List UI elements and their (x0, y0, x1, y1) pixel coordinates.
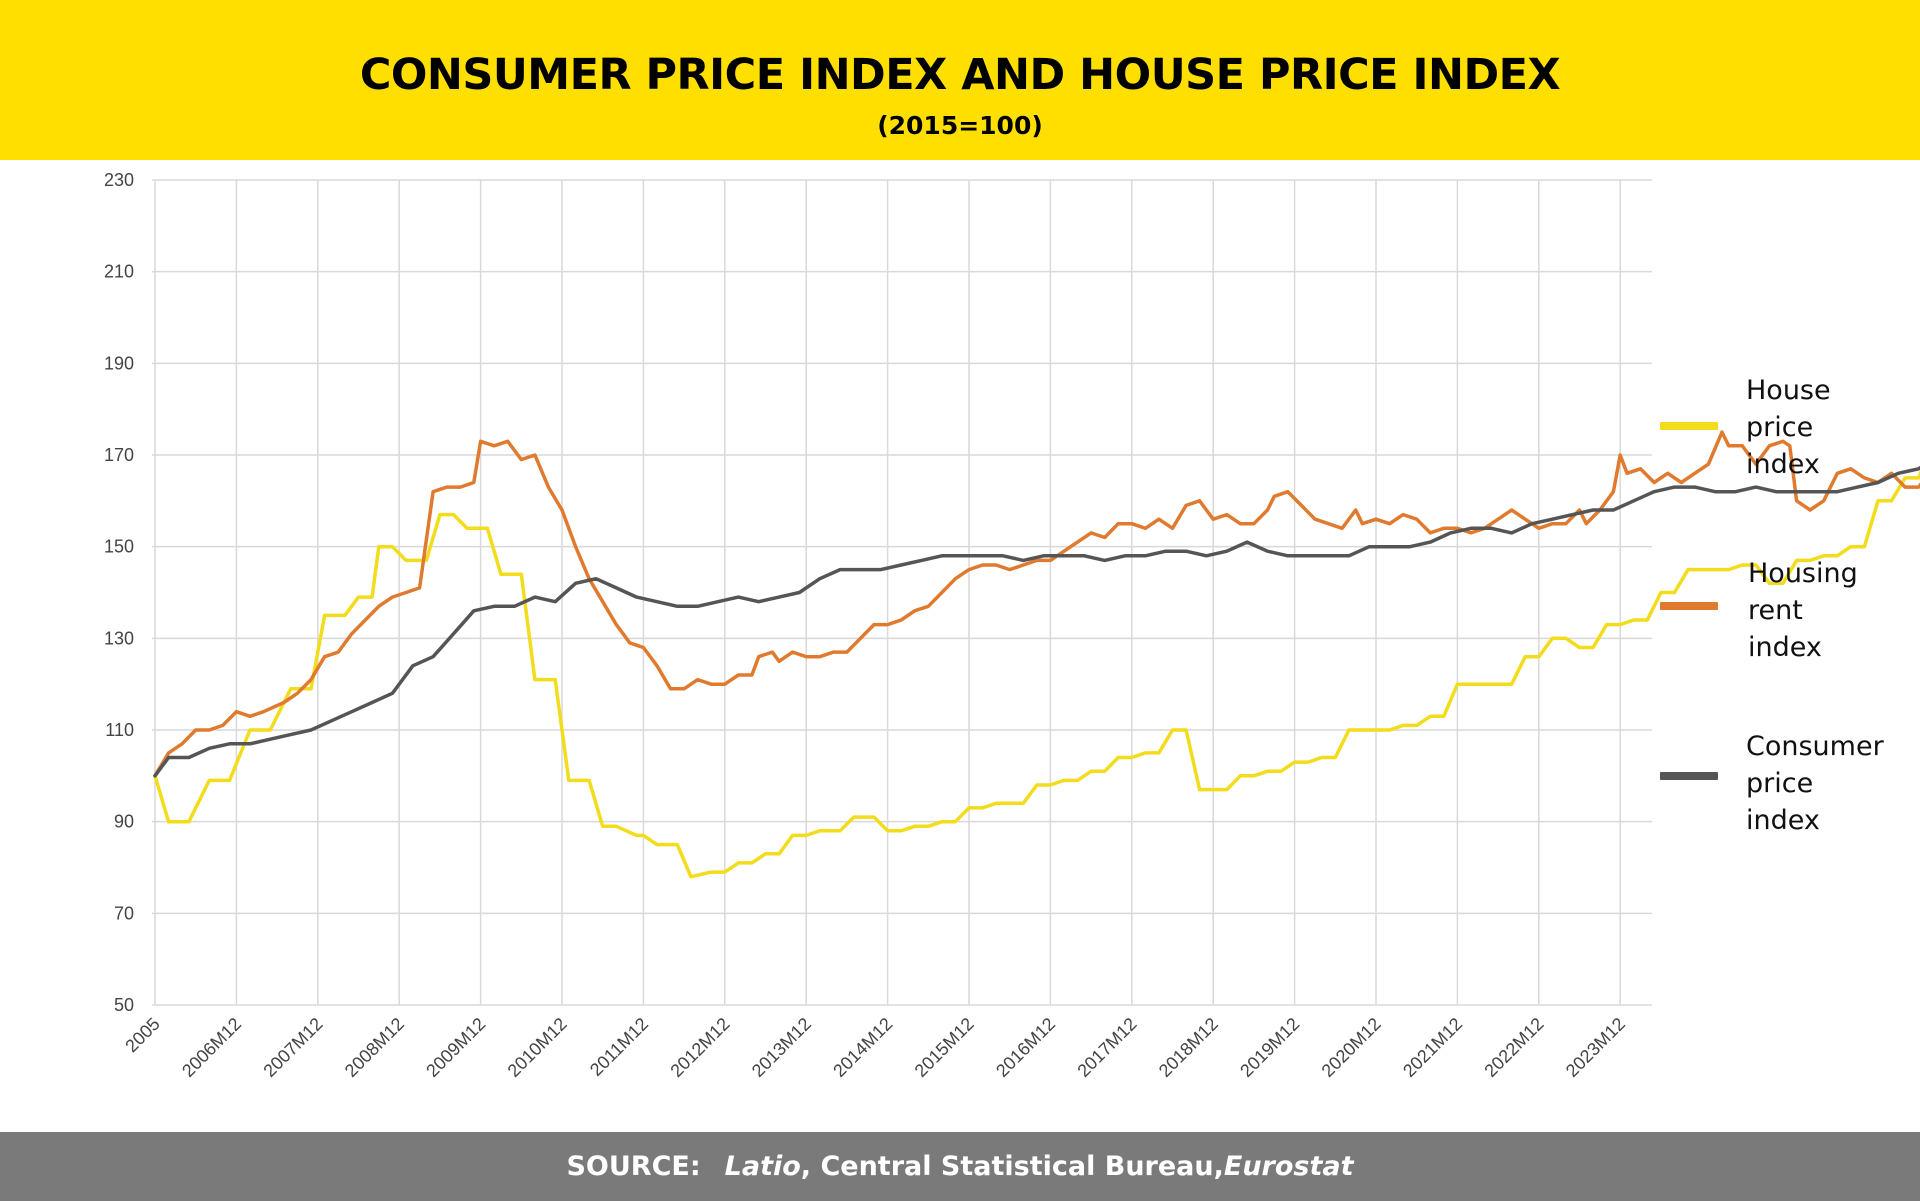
y-tick-label: 70 (114, 903, 134, 923)
source-eurostat: Eurostat (1223, 1151, 1354, 1182)
x-tick-label: 2014M12 (829, 1014, 896, 1081)
legend-swatch-cpi (1660, 772, 1718, 780)
x-tick-label: 2022M12 (1480, 1014, 1547, 1081)
x-tick-label: 2008M12 (341, 1014, 408, 1081)
x-tick-label: 2015M12 (911, 1014, 978, 1081)
y-tick-label: 210 (104, 262, 134, 282)
header-banner: CONSUMER PRICE INDEX AND HOUSE PRICE IND… (0, 0, 1920, 160)
x-tick-label: 2009M12 (422, 1014, 489, 1081)
source-csb: , Central Statistical Bureau, (800, 1151, 1224, 1182)
y-tick-label: 230 (104, 170, 134, 190)
x-tick-label: 2011M12 (586, 1014, 652, 1080)
legend-label-cpi: Consumer price index (1746, 731, 1884, 836)
x-axis-ticks: 2005 2006M12 2007M12 2008M12 2009M12 2010M12 2… (121, 1014, 1629, 1081)
y-tick-label: 130 (104, 628, 134, 648)
legend-label-rent: Housing rent index (1748, 558, 1858, 663)
x-tick-label: 2010M12 (504, 1014, 571, 1081)
legend-swatch-rent (1660, 602, 1718, 610)
x-tick-label: 2018M12 (1155, 1014, 1222, 1081)
x-tick-label: 2005 (121, 1014, 163, 1056)
x-tick-label: 2017M12 (1073, 1014, 1140, 1081)
series-line-rent (153, 430, 1920, 778)
x-tick-label: 2021M12 (1399, 1014, 1466, 1081)
x-tick-label: 2006M12 (178, 1014, 245, 1081)
legend-label-house: House price index (1746, 375, 1831, 480)
x-tick-label: 2023M12 (1562, 1014, 1629, 1081)
y-tick-label: 190 (104, 353, 134, 373)
x-tick-label: 2007M12 (259, 1014, 326, 1081)
source-label: SOURCE: (566, 1151, 701, 1182)
x-tick-label: 2016M12 (992, 1014, 1059, 1081)
x-tick-label: 2020M12 (1318, 1014, 1385, 1081)
series-line-cpi (153, 465, 1920, 778)
chart-subtitle: (2015=100) (877, 111, 1043, 140)
source-latio: Latio (724, 1151, 801, 1182)
x-tick-label: 2013M12 (748, 1014, 815, 1081)
y-tick-label: 170 (104, 445, 134, 465)
y-tick-label: 150 (104, 537, 134, 557)
y-tick-label: 50 (114, 995, 134, 1015)
x-tick-label: 2012M12 (666, 1014, 733, 1081)
chart-grid (152, 179, 1652, 1006)
chart-title: CONSUMER PRICE INDEX AND HOUSE PRICE IND… (359, 50, 1561, 100)
x-tick-label: 2019M12 (1236, 1014, 1303, 1081)
source-footer: SOURCE: Latio , Central Statistical Bure… (0, 1132, 1920, 1201)
y-tick-label: 90 (114, 812, 134, 832)
y-tick-label: 110 (105, 720, 134, 740)
series-line-house (153, 470, 1920, 879)
legend-swatch-house (1660, 422, 1718, 430)
y-axis-ticks: 50 70 90 110 130 150 170 190 210 230 (104, 170, 134, 1015)
chart-lines (153, 430, 1920, 879)
